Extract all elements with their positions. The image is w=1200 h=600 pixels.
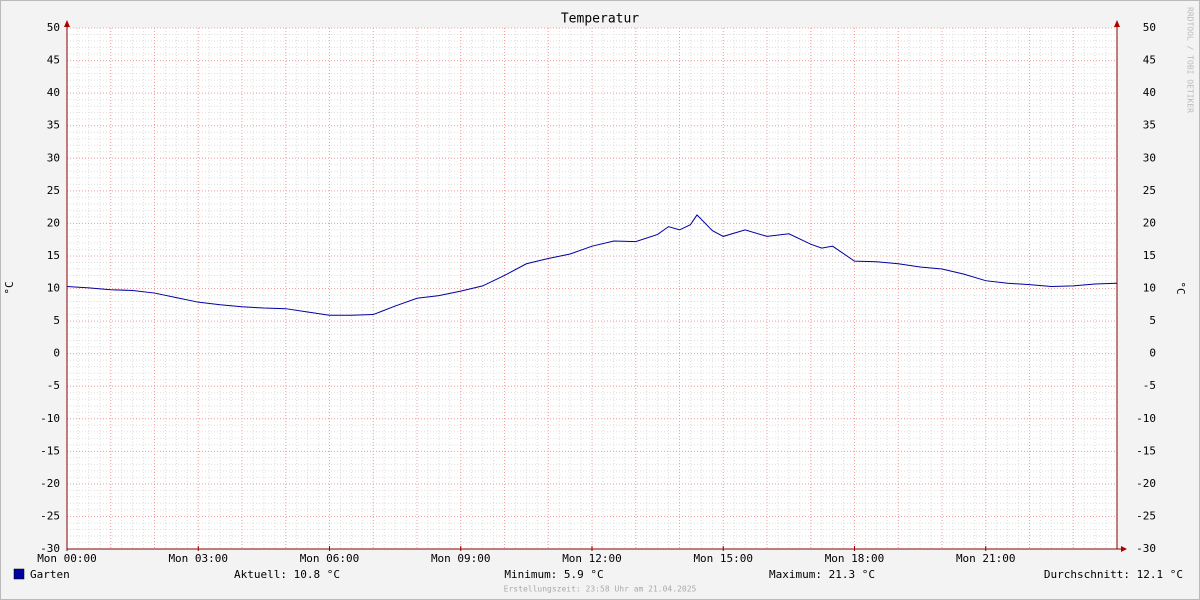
chart-title: Temperatur — [561, 12, 639, 27]
y-axis-label: °C — [3, 281, 16, 294]
stat-text: Maximum: 21.3 °C — [769, 568, 875, 581]
y2-tick-label: 15 — [1143, 249, 1156, 262]
y2-tick-label: -30 — [1136, 542, 1156, 555]
x-tick-label: Mon 00:00 — [37, 552, 97, 565]
y-tick-label: 25 — [47, 184, 60, 197]
y-tick-label: 50 — [47, 21, 60, 34]
y-tick-label: 35 — [47, 119, 60, 132]
y2-tick-label: 35 — [1143, 119, 1156, 132]
x-tick-label: Mon 18:00 — [825, 552, 885, 565]
footer: Erstellungszeit: 23:58 Uhr am 21.04.2025 — [504, 585, 697, 594]
y-tick-label: 5 — [53, 314, 60, 327]
x-tick-label: Mon 21:00 — [956, 552, 1016, 565]
series-line — [66, 214, 1118, 316]
y2-tick-label: -25 — [1136, 509, 1156, 522]
y2-tick-label: 30 — [1143, 151, 1156, 164]
stat-text: Aktuell: 10.8 °C — [234, 568, 340, 581]
legend-label: Garten — [30, 568, 70, 581]
grid — [66, 27, 1118, 550]
x-tick-label: Mon 03:00 — [168, 552, 228, 565]
y2-tick-label: 5 — [1149, 314, 1156, 327]
y-tick-label: 0 — [53, 347, 60, 360]
y2-tick-label: 40 — [1143, 86, 1156, 99]
watermark: RRDTOOL / TOBI OETIKER — [1186, 7, 1195, 113]
y-tick-label: -20 — [40, 477, 60, 490]
y2-tick-label: 50 — [1143, 21, 1156, 34]
y-tick-label: 10 — [47, 282, 60, 295]
y2-tick-label: 25 — [1143, 184, 1156, 197]
x-tick-label: Mon 12:00 — [562, 552, 622, 565]
y-tick-label: 45 — [47, 54, 60, 67]
y2-tick-label: -15 — [1136, 444, 1156, 457]
y2-tick-label: 45 — [1143, 54, 1156, 67]
stat-text: Minimum: 5.9 °C — [504, 568, 603, 581]
y-tick-label: -25 — [40, 509, 60, 522]
y-tick-label: 30 — [47, 151, 60, 164]
x-tick-label: Mon 06:00 — [300, 552, 360, 565]
y-tick-label: 15 — [47, 249, 60, 262]
y2-axis-label: °C — [1174, 281, 1187, 294]
y-tick-label: -30 — [40, 542, 60, 555]
x-tick-label: Mon 15:00 — [693, 552, 753, 565]
y2-tick-label: 10 — [1143, 282, 1156, 295]
y-tick-label: 40 — [47, 86, 60, 99]
y-tick-label: -10 — [40, 412, 60, 425]
y2-tick-label: -5 — [1143, 379, 1156, 392]
y-tick-label: -15 — [40, 444, 60, 457]
y2-tick-label: 0 — [1149, 347, 1156, 360]
stat-text: Durchschnitt: 12.1 °C — [1044, 568, 1183, 581]
y2-tick-label: -10 — [1136, 412, 1156, 425]
y-tick-label: 20 — [47, 216, 60, 229]
y-tick-label: -5 — [47, 379, 60, 392]
x-tick-label: Mon 09:00 — [431, 552, 491, 565]
legend-swatch — [13, 568, 25, 580]
y2-tick-label: 20 — [1143, 216, 1156, 229]
y2-tick-label: -20 — [1136, 477, 1156, 490]
